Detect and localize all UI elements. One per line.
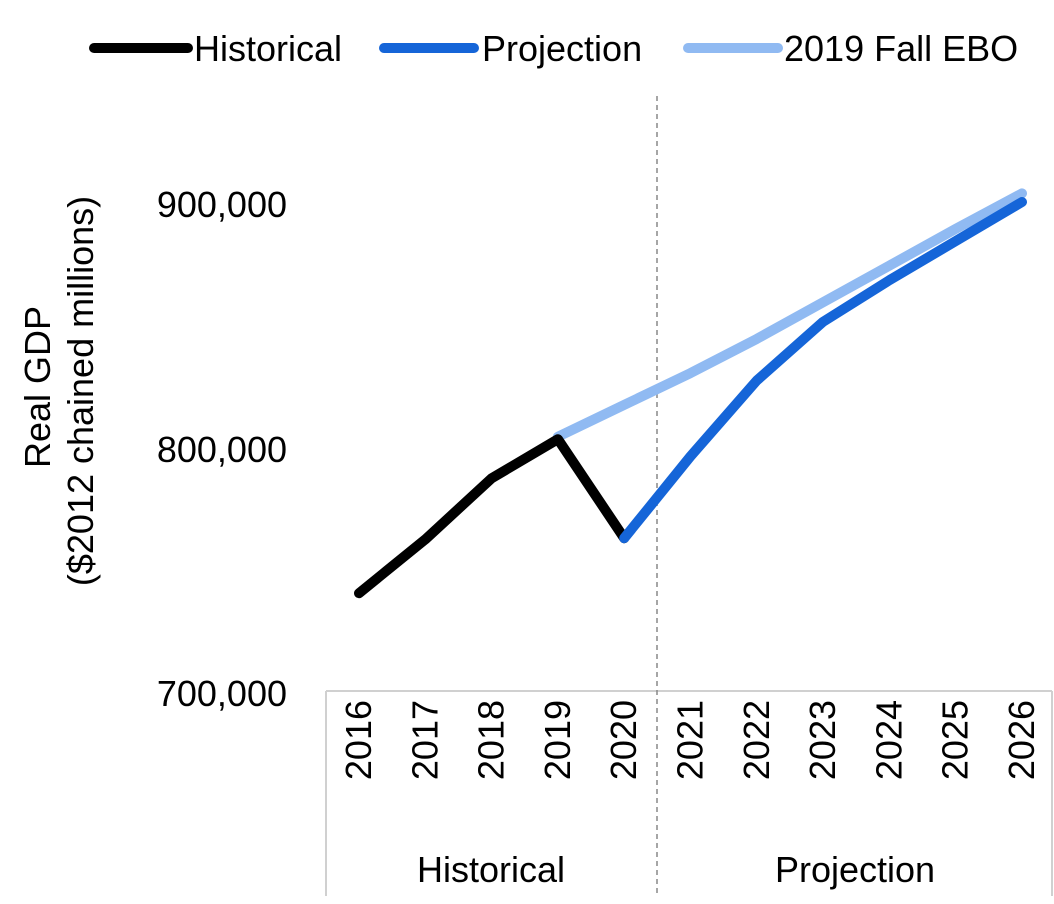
- legend-label-2019-fall-ebo: 2019 Fall EBO: [784, 28, 1018, 69]
- legend-label-projection: Projection: [482, 28, 642, 69]
- x-tick-label-2020: 2020: [603, 700, 644, 780]
- series-line-2019-fall-ebo: [552, 188, 1027, 442]
- y-tick-label-700000: 700,000: [157, 673, 287, 714]
- x-tick-label-2021: 2021: [670, 700, 711, 780]
- series-line-historical: [354, 434, 630, 599]
- x-tick-label-2022: 2022: [736, 700, 777, 780]
- x-tick-label-2025: 2025: [935, 700, 976, 780]
- group-label-projection: Projection: [775, 849, 935, 890]
- x-tick-label-2016: 2016: [338, 700, 379, 780]
- x-tick-label-2019: 2019: [537, 700, 578, 780]
- y-tick-label-900000: 900,000: [157, 184, 287, 225]
- x-axis-frame: [325, 690, 1053, 896]
- legend-label-historical: Historical: [194, 28, 342, 69]
- legend-item-2019-fall-ebo: 2019 Fall EBO: [683, 28, 1018, 69]
- x-tick-label-2018: 2018: [471, 700, 512, 780]
- x-tick-label-2017: 2017: [404, 700, 445, 780]
- legend-item-projection: Projection: [379, 28, 642, 69]
- legend: Historical Projection 2019 Fall EBO: [89, 28, 1018, 69]
- legend-item-historical: Historical: [89, 28, 342, 69]
- x-tick-label-2024: 2024: [868, 700, 909, 780]
- y-axis-title-line1: Real GDP: [17, 306, 58, 468]
- x-tick-label-2023: 2023: [802, 700, 843, 780]
- series-line-projection: [619, 197, 1027, 544]
- y-tick-label-800000: 800,000: [157, 429, 287, 470]
- x-tick-label-2026: 2026: [1001, 700, 1042, 780]
- y-axis-title-line2: ($2012 chained millions): [60, 196, 101, 586]
- group-label-historical: Historical: [417, 849, 565, 890]
- series-layer: [354, 188, 1027, 599]
- x-category-labels: 2016 2017 2018 2019 2020 2021 2022 2023 2024 2025…: [338, 700, 1042, 780]
